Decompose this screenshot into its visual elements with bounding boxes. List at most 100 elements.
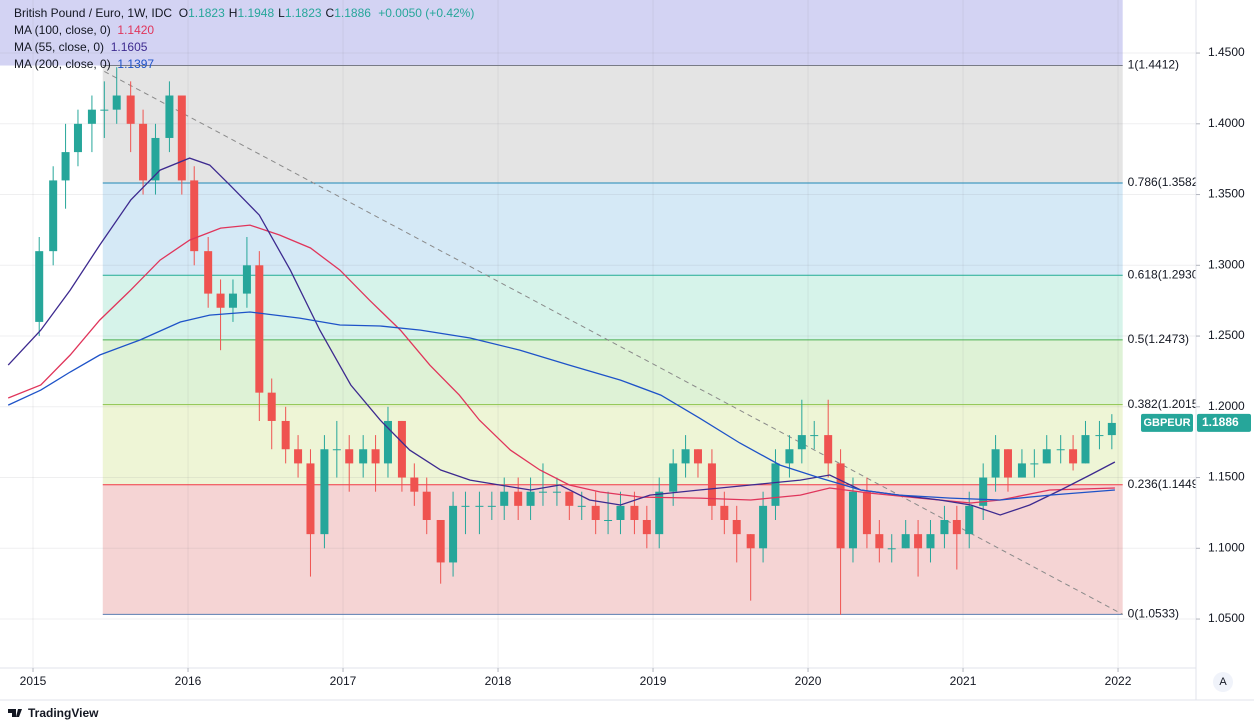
candle-body xyxy=(100,109,109,111)
ohlc-label: O xyxy=(178,6,189,20)
candle-body xyxy=(371,449,380,464)
candle-body xyxy=(797,435,806,450)
ohlc-value: 1.1823 xyxy=(284,6,322,20)
symbol-tag-bg xyxy=(1141,413,1193,432)
candle-body xyxy=(616,505,625,520)
candle-body xyxy=(771,463,780,506)
candle-body xyxy=(642,519,651,535)
trend-line xyxy=(104,71,1123,615)
x-tick-label: 2022 xyxy=(1105,674,1132,688)
candle-body xyxy=(1042,449,1051,464)
fib-label: 0.5(1.2473) xyxy=(1128,332,1189,346)
scale-button[interactable] xyxy=(1213,672,1233,692)
candle-body xyxy=(126,95,135,124)
fib-band-above xyxy=(0,0,1123,66)
legend: British Pound / Euro, 1W, IDC O1.1823 H1.… xyxy=(14,5,474,73)
candle-body xyxy=(526,491,535,506)
candle-body xyxy=(294,449,303,464)
ma-line xyxy=(7,311,1115,501)
candle-body xyxy=(436,519,445,563)
candle-body xyxy=(655,491,664,535)
candle-body xyxy=(565,491,574,506)
ma-row: MA (100, close, 0) 1.1420 xyxy=(14,22,474,39)
candle-body xyxy=(165,95,174,138)
candle-body xyxy=(461,505,470,507)
candle-body xyxy=(848,491,857,549)
candle-body xyxy=(1081,435,1090,464)
candle-body xyxy=(693,449,702,464)
symbol-row: British Pound / Euro, 1W, IDC O1.1823 H1.… xyxy=(14,5,474,22)
fib-band xyxy=(102,484,1123,615)
y-tick-label: 1.0500 xyxy=(1208,611,1245,625)
x-tick-label: 2015 xyxy=(20,674,47,688)
candle-body xyxy=(514,491,523,506)
change: +0.0050 (+0.42%) xyxy=(378,6,475,20)
symbol-tag: GBPEUR xyxy=(1143,417,1190,429)
candle-body xyxy=(1003,449,1012,478)
symbol: British Pound / Euro, 1W, IDC xyxy=(14,6,173,20)
candle-body xyxy=(332,449,341,451)
candle-body xyxy=(952,519,961,535)
candle-body xyxy=(979,477,988,506)
ma-name: MA (55, close, 0) xyxy=(14,40,105,54)
scale-button-label[interactable]: A xyxy=(1219,676,1227,688)
candle-body xyxy=(49,180,58,252)
fib-band xyxy=(102,404,1123,485)
ohlc-label: C xyxy=(325,6,335,20)
candle-body xyxy=(552,491,561,493)
candle-body xyxy=(1017,463,1026,478)
candle-body xyxy=(204,251,213,294)
candle-body xyxy=(281,420,290,450)
candle-body xyxy=(228,293,237,308)
candle-body xyxy=(487,505,496,507)
fib-label: 0(1.0533) xyxy=(1128,607,1179,621)
candle-body xyxy=(475,505,484,507)
candle-body xyxy=(112,95,121,110)
candle-body xyxy=(1107,422,1116,436)
candle-body xyxy=(785,449,794,464)
candle-body xyxy=(267,392,276,421)
x-tick-label: 2020 xyxy=(795,674,822,688)
candle-body xyxy=(538,491,547,493)
ohlc-value: 1.1948 xyxy=(237,6,275,20)
y-tick-label: 1.4500 xyxy=(1208,45,1245,59)
ohlc-value: 1.1823 xyxy=(188,6,225,20)
ohlc-label: L xyxy=(278,6,285,20)
fib-label: 0.382(1.2015) xyxy=(1128,397,1203,411)
brand: TradingView xyxy=(28,706,99,720)
candle-body xyxy=(242,265,251,294)
candle-body xyxy=(914,534,923,549)
candle-body xyxy=(862,491,871,535)
y-tick-label: 1.2500 xyxy=(1208,328,1245,342)
fib-band xyxy=(102,275,1123,340)
candle-body xyxy=(604,519,613,521)
candle-body xyxy=(591,505,600,520)
ma-value: 1.1397 xyxy=(117,57,155,71)
brand-logo xyxy=(8,709,22,717)
candle-body xyxy=(73,123,82,153)
candle-body xyxy=(422,491,431,520)
y-tick-label: 1.1000 xyxy=(1208,540,1245,554)
candle-body xyxy=(746,534,755,549)
fib-label: 0.618(1.2930) xyxy=(1128,267,1203,281)
candle-body xyxy=(177,95,186,181)
ohlc-value: 1.1886 xyxy=(334,6,371,20)
y-tick-label: 1.3000 xyxy=(1208,257,1245,271)
candle-body xyxy=(87,109,96,124)
x-tick-label: 2018 xyxy=(485,674,512,688)
candle-body xyxy=(306,463,315,535)
candle-body xyxy=(577,505,586,507)
candle-body xyxy=(875,534,884,549)
ma-line xyxy=(7,224,1115,504)
fib-label: 0.236(1.1449) xyxy=(1128,477,1203,491)
candle-body xyxy=(965,505,974,535)
candle-body xyxy=(216,293,225,308)
candle-body xyxy=(151,137,160,181)
candle-body xyxy=(397,420,406,478)
price-tag-bg xyxy=(1197,413,1251,432)
candle-body xyxy=(630,505,639,520)
ma-name: MA (100, close, 0) xyxy=(14,23,111,37)
candle-body xyxy=(255,265,264,393)
fib-label: 1(1.4412) xyxy=(1128,58,1179,72)
